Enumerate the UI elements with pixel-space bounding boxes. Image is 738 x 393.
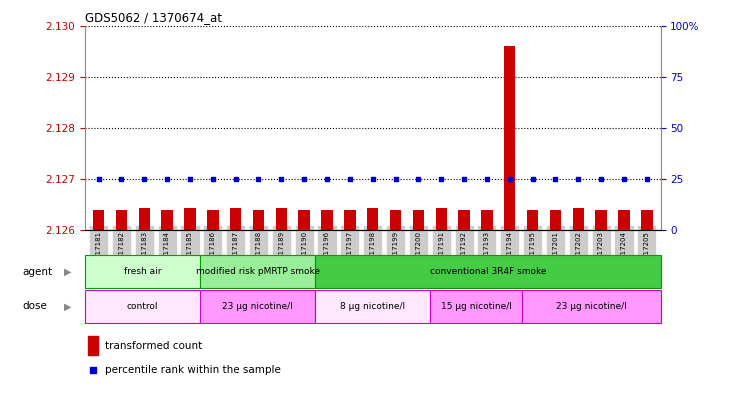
Bar [344, 211, 356, 230]
Bar [275, 208, 287, 230]
Bar [458, 211, 470, 230]
Text: 15 μg nicotine/l: 15 μg nicotine/l [441, 302, 511, 311]
Bar [315, 290, 430, 323]
Bar [200, 255, 315, 288]
Text: transformed count: transformed count [105, 341, 202, 351]
Bar [298, 211, 310, 230]
Bar [596, 211, 607, 230]
Point [207, 176, 218, 182]
Text: fresh air: fresh air [124, 267, 161, 276]
Bar [315, 255, 661, 288]
Point [481, 176, 493, 182]
Bar [527, 211, 538, 230]
Bar [523, 290, 661, 323]
Bar [93, 211, 104, 230]
Text: GDS5062 / 1370674_at: GDS5062 / 1370674_at [85, 11, 222, 24]
Point [116, 176, 128, 182]
Point [87, 367, 99, 373]
Point [298, 176, 310, 182]
Point [230, 176, 241, 182]
Point [527, 176, 539, 182]
Text: control: control [127, 302, 158, 311]
Text: modified risk pMRTP smoke: modified risk pMRTP smoke [196, 267, 320, 276]
Bar [481, 211, 493, 230]
Point [596, 176, 607, 182]
Point [184, 176, 196, 182]
Point [413, 176, 424, 182]
Point [641, 176, 652, 182]
Bar [85, 255, 200, 288]
Bar [550, 211, 561, 230]
Text: ▶: ▶ [64, 301, 72, 311]
Point [550, 176, 562, 182]
Point [344, 176, 356, 182]
Bar [413, 211, 424, 230]
Text: 8 μg nicotine/l: 8 μg nicotine/l [340, 302, 405, 311]
Bar [435, 208, 447, 230]
Text: ▶: ▶ [64, 267, 72, 277]
Text: dose: dose [22, 301, 47, 311]
Bar [116, 211, 127, 230]
Text: 23 μg nicotine/l: 23 μg nicotine/l [556, 302, 627, 311]
Point [252, 176, 264, 182]
Point [573, 176, 584, 182]
Point [138, 176, 150, 182]
Bar [390, 211, 401, 230]
Bar [200, 290, 315, 323]
Point [367, 176, 379, 182]
Point [618, 176, 630, 182]
Bar [252, 211, 264, 230]
Bar [430, 290, 523, 323]
Point [390, 176, 401, 182]
Bar [88, 336, 98, 355]
Bar [641, 211, 652, 230]
Bar [184, 208, 196, 230]
Bar [230, 208, 241, 230]
Bar [85, 290, 200, 323]
Bar [207, 211, 218, 230]
Point [321, 176, 333, 182]
Point [458, 176, 470, 182]
Point [161, 176, 173, 182]
Bar [367, 208, 379, 230]
Point [435, 176, 447, 182]
Bar [504, 46, 515, 230]
Bar [139, 208, 150, 230]
Bar [618, 211, 630, 230]
Point [275, 176, 287, 182]
Point [504, 176, 516, 182]
Text: agent: agent [22, 267, 52, 277]
Text: percentile rank within the sample: percentile rank within the sample [105, 365, 281, 375]
Bar [162, 211, 173, 230]
Bar [573, 208, 584, 230]
Point [93, 176, 105, 182]
Text: conventional 3R4F smoke: conventional 3R4F smoke [430, 267, 546, 276]
Bar [321, 211, 333, 230]
Text: 23 μg nicotine/l: 23 μg nicotine/l [222, 302, 293, 311]
